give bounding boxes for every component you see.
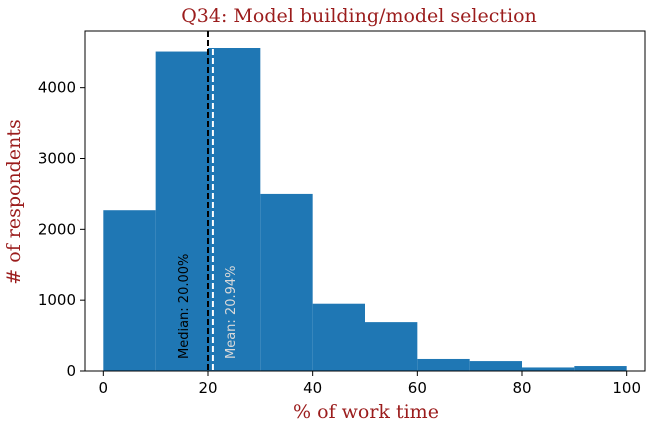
x-axis-label: % of work time: [293, 401, 439, 423]
histogram-bar-0: [103, 210, 156, 371]
histogram-bar-7: [469, 361, 523, 371]
x-tick-label: 40: [303, 379, 322, 397]
x-tick-label: 0: [99, 379, 109, 397]
median-label: Median: 20.00%: [177, 254, 192, 359]
y-tick-label: 2000: [38, 220, 76, 238]
histogram-bar-6: [417, 358, 470, 371]
histogram-bar-1: [155, 51, 208, 372]
histogram-bar-3: [260, 193, 313, 371]
histogram-bar-4: [312, 303, 365, 371]
y-tick-label: 1000: [38, 291, 76, 309]
histogram-bar-5: [365, 322, 418, 371]
histogram-bar-2: [207, 48, 261, 371]
bars-group: [103, 48, 627, 372]
x-tick-label: 60: [408, 379, 427, 397]
y-tick-label: 0: [66, 362, 76, 380]
plot-frame: [84, 30, 646, 372]
chart-title: Q34: Model building/model selection: [181, 5, 537, 27]
y-tick-label: 3000: [38, 150, 76, 168]
y-ticks-group: 0 1000 2000 3000 4000: [38, 79, 85, 380]
y-tick-label: 4000: [38, 79, 76, 97]
x-ticks-group: 0 20 40 60 80 100: [99, 371, 641, 397]
x-tick-label: 100: [612, 379, 641, 397]
histogram-bar-8: [522, 367, 575, 371]
mean-label: Mean: 20.94%: [224, 265, 239, 359]
x-tick-label: 20: [198, 379, 217, 397]
histogram-bar-9: [574, 366, 627, 371]
y-axis-label: # of respondents: [3, 119, 25, 284]
reference-lines-group: Median: 20.00% Mean: 20.94%: [177, 31, 239, 371]
x-tick-label: 80: [512, 379, 531, 397]
